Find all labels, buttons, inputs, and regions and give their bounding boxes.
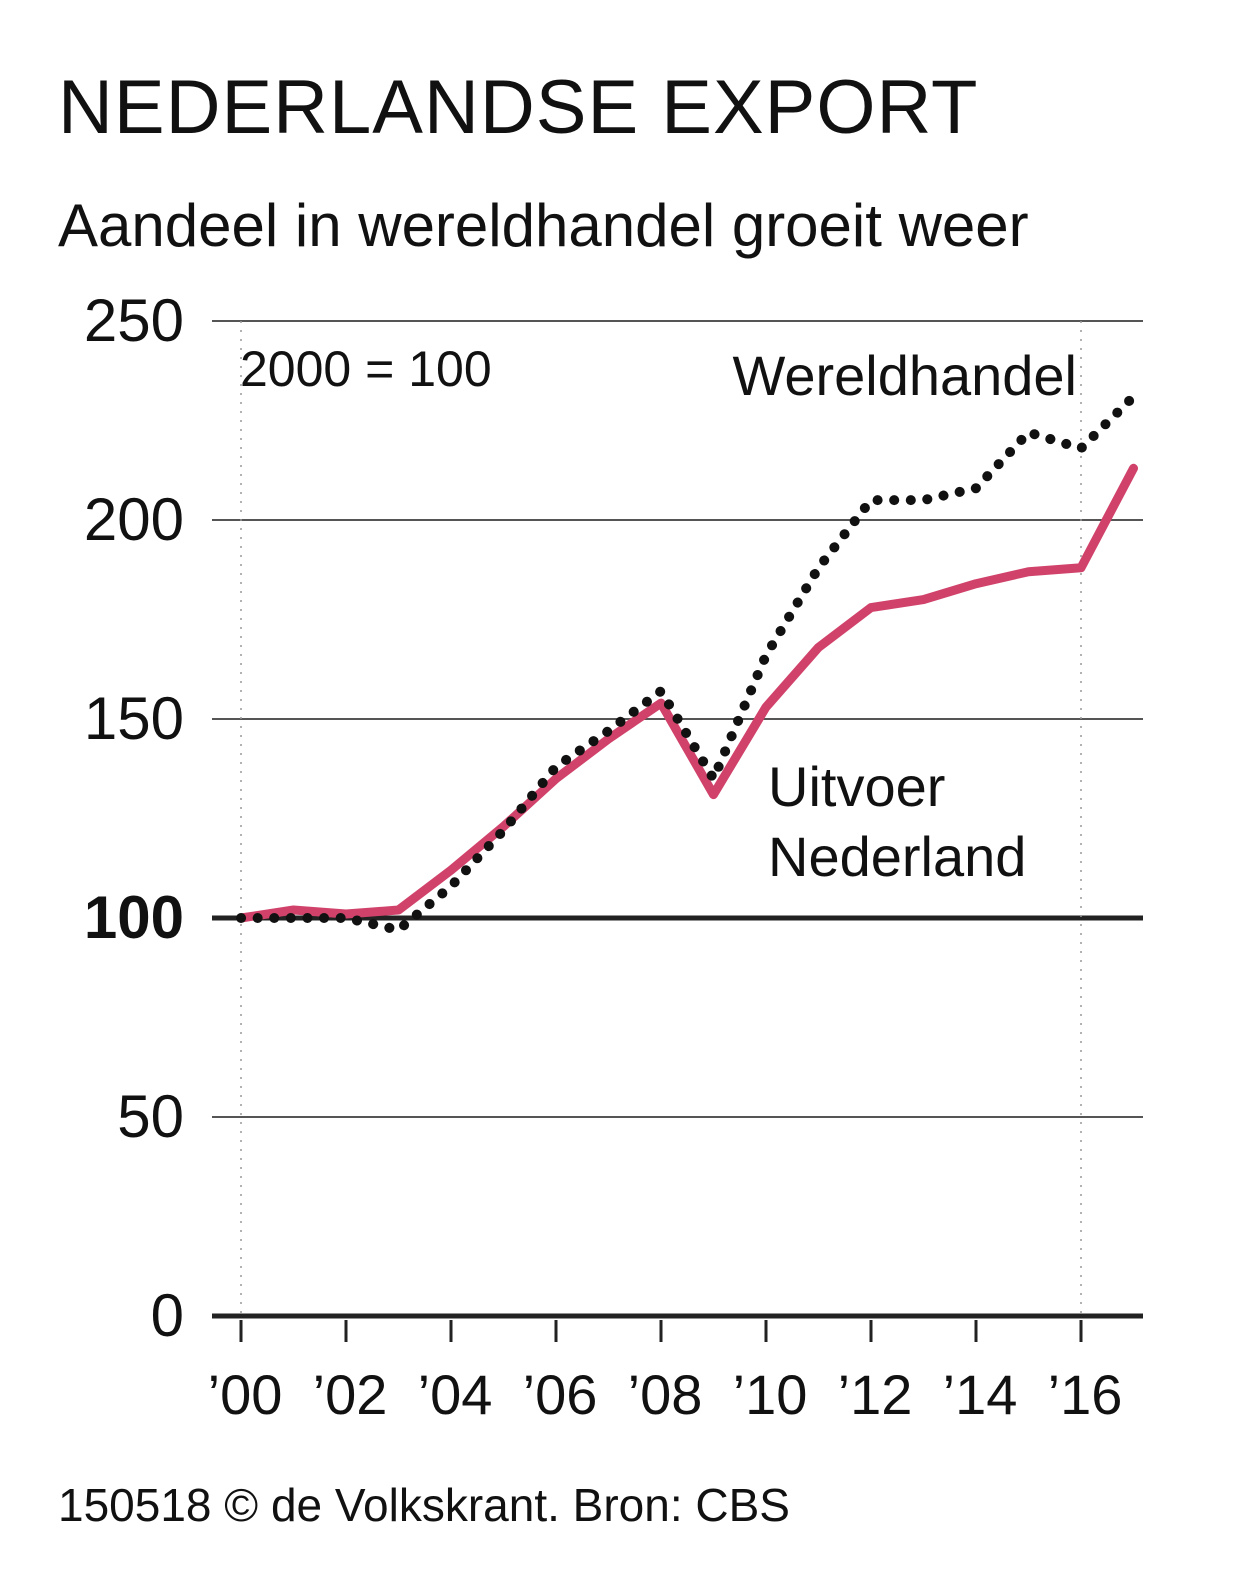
series-line-wereldhandel xyxy=(236,391,1139,935)
y-tick-label-0: 0 xyxy=(151,1282,184,1349)
source-note: 150518 © de Volkskrant. Bron: CBS xyxy=(58,1479,790,1531)
x-tick-label-2004: ’04 xyxy=(418,1363,493,1426)
x-tick-label-2010: ’10 xyxy=(733,1363,808,1426)
series-lines xyxy=(236,391,1139,935)
x-tick-label-2016: ’16 xyxy=(1048,1363,1123,1426)
chart-title: NEDERLANDSE EXPORT xyxy=(58,65,979,150)
y-tick-label-150: 150 xyxy=(84,685,184,752)
x-tick-label-2000: ’00 xyxy=(208,1363,283,1426)
y-axis-tick-labels: 0 50 100 150 200 250 xyxy=(84,287,184,1349)
gridlines xyxy=(212,320,1143,1319)
x-tick-label-2006: ’06 xyxy=(523,1363,598,1426)
x-tick-label-2002: ’02 xyxy=(313,1363,388,1426)
y-tick-label-200: 200 xyxy=(84,486,184,553)
chart-subtitle: Aandeel in wereldhandel groeit weer xyxy=(58,192,1029,259)
x-axis-ticks: ’00 ’02 ’04 ’06 ’08 ’10 ’12 ’14 ’16 xyxy=(208,1320,1123,1426)
x-tick-label-2012: ’12 xyxy=(838,1363,913,1426)
x-tick-label-2014: ’14 xyxy=(943,1363,1018,1426)
y-tick-label-50: 50 xyxy=(117,1083,184,1150)
series-line-uitvoer-nederland xyxy=(236,463,1138,923)
x-tick-label-2008: ’08 xyxy=(628,1363,703,1426)
series-label-wereldhandel: Wereldhandel xyxy=(732,344,1077,407)
y-tick-label-250: 250 xyxy=(84,287,184,354)
series-label-uitvoer-line1: Uitvoer xyxy=(768,755,945,818)
y-tick-label-100: 100 xyxy=(84,884,184,951)
vertical-guides xyxy=(240,321,1082,1316)
series-label-uitvoer-line2: Nederland xyxy=(768,825,1026,888)
index-note: 2000 = 100 xyxy=(240,341,492,397)
